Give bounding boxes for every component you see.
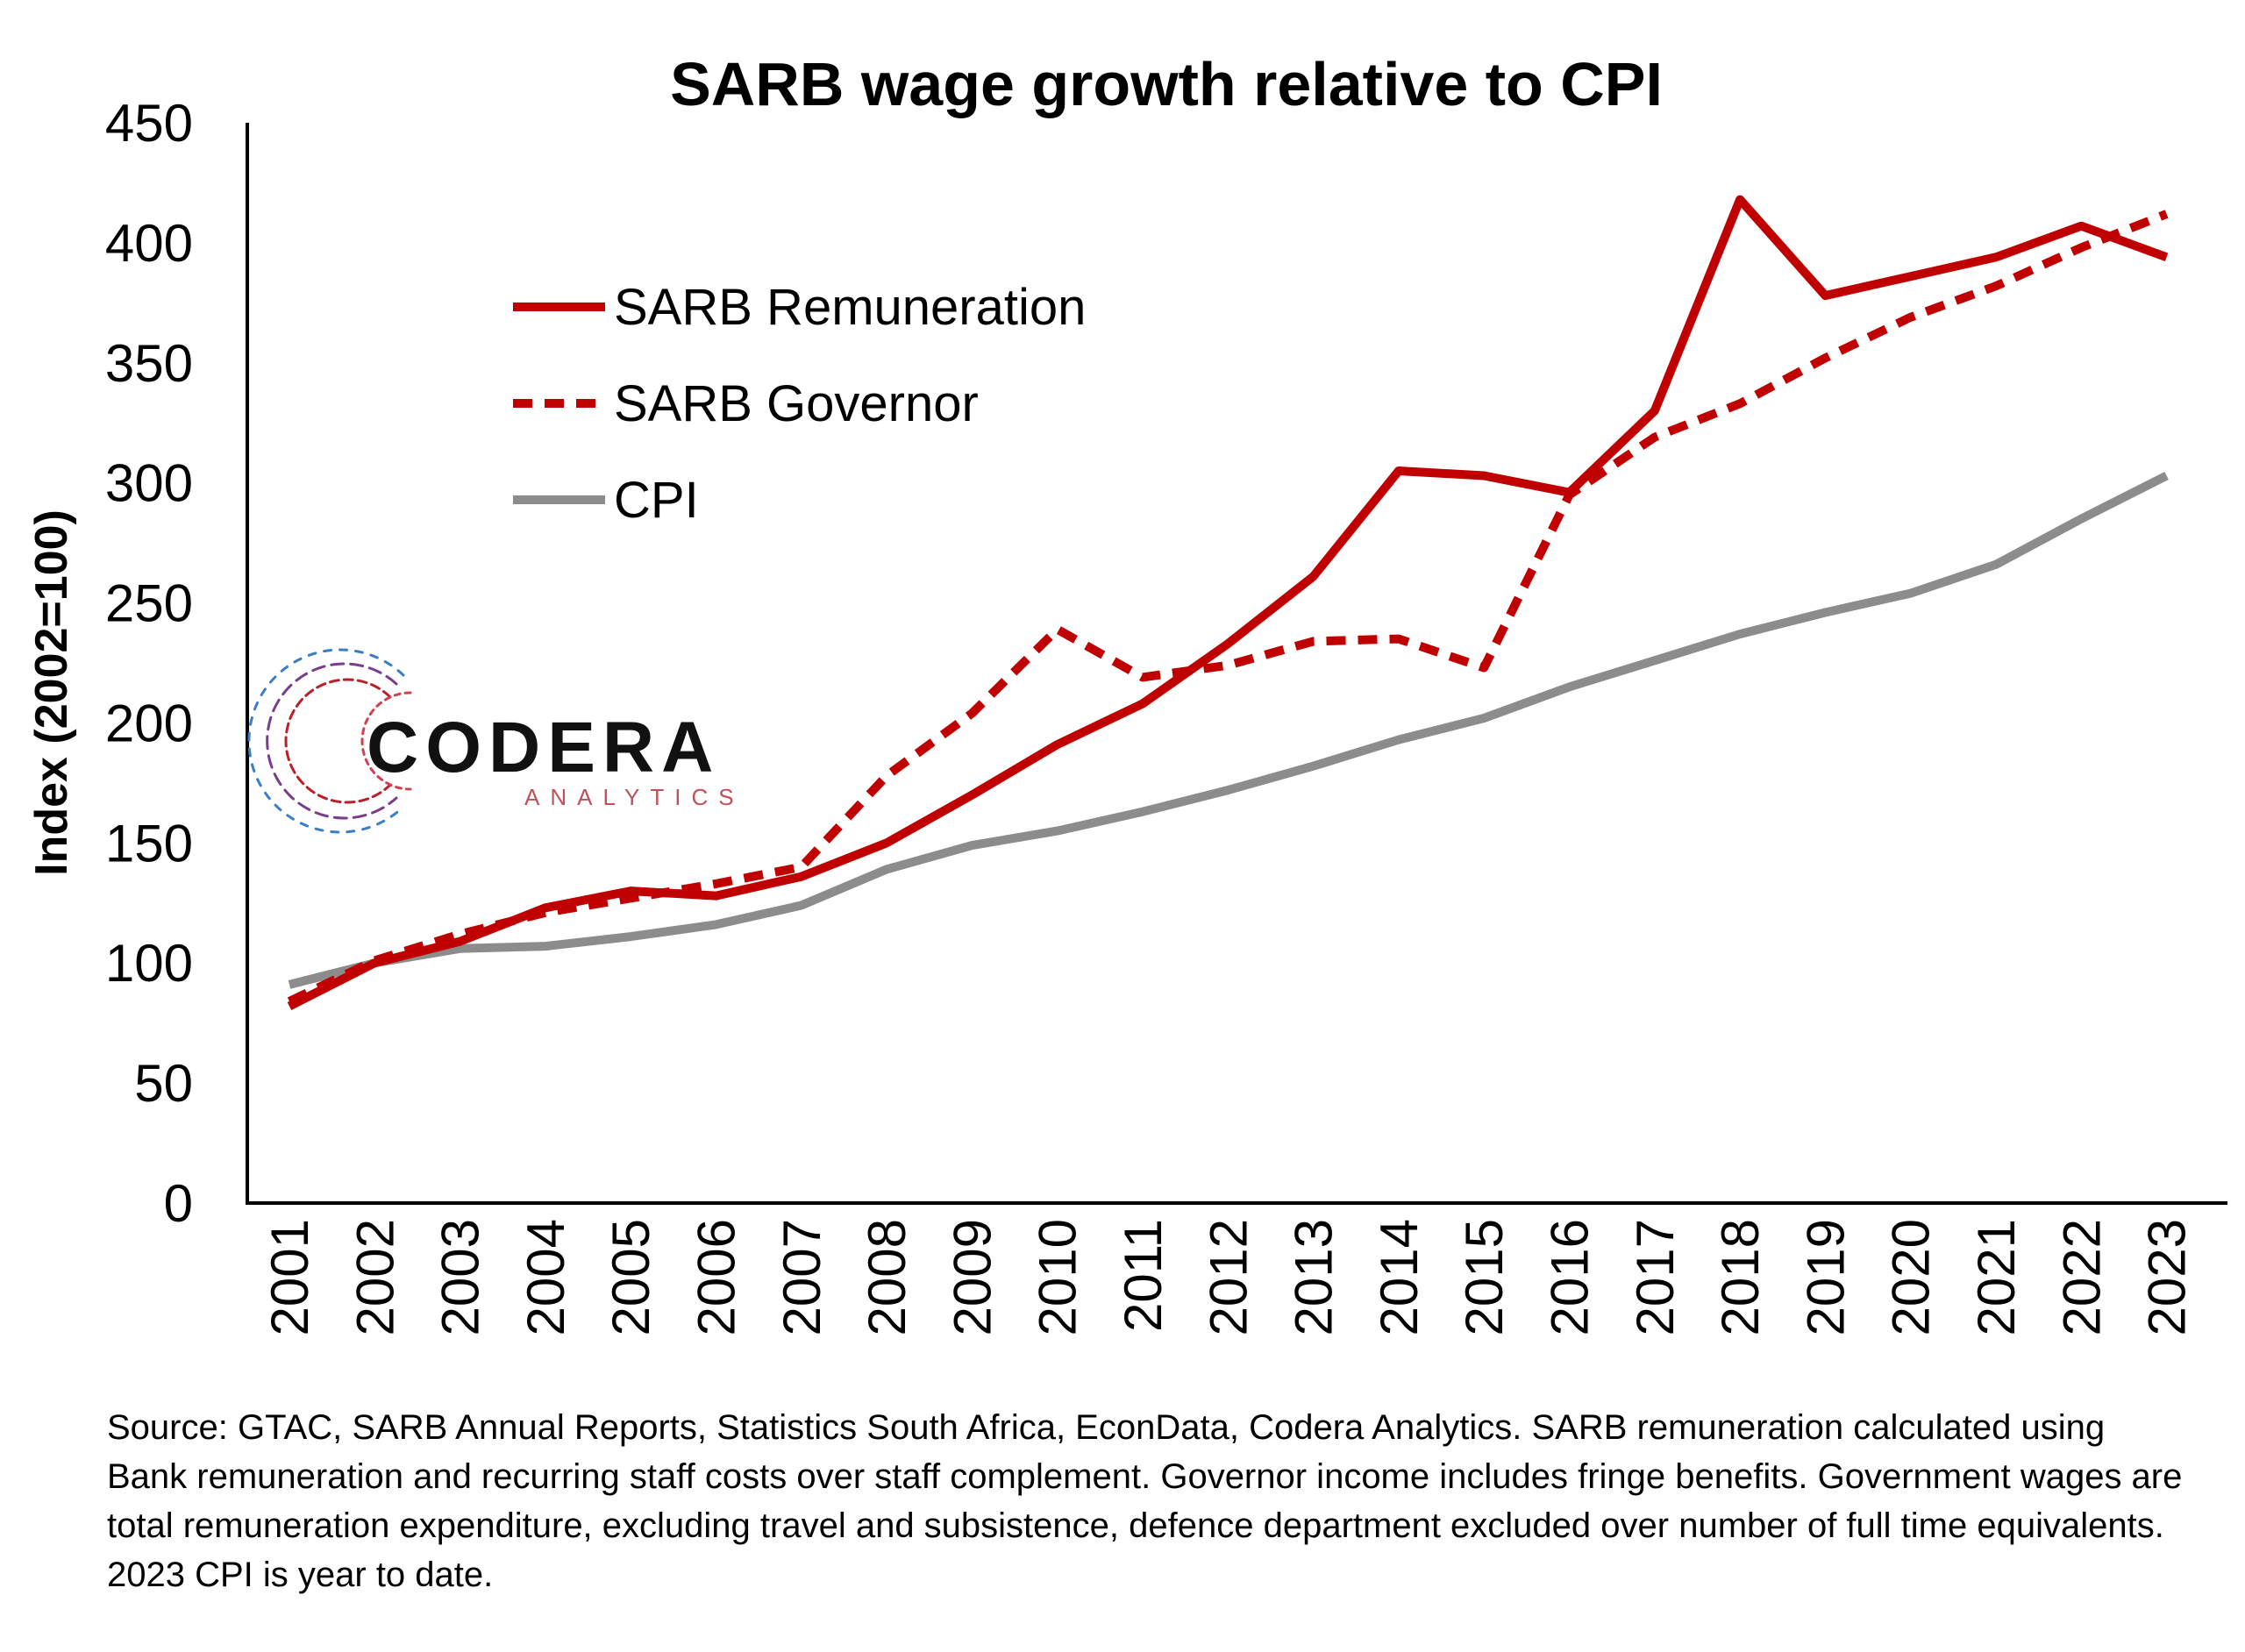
source-note: Source: GTAC, SARB Annual Reports, Stati… — [107, 1408, 2183, 1594]
y-tick-label: 0 — [164, 1174, 193, 1233]
y-tick-label: 150 — [105, 814, 193, 872]
x-tick-label: 2006 — [688, 1219, 746, 1335]
codera-logo: CODERA ANALYTICS — [247, 648, 745, 834]
x-tick-label: 2009 — [943, 1219, 1001, 1335]
y-tick-label: 350 — [105, 334, 193, 393]
x-tick-label: 2021 — [1967, 1219, 2026, 1335]
x-tick-label: 2001 — [260, 1219, 319, 1335]
x-tick-label: 2012 — [1199, 1219, 1258, 1335]
x-tick-label: 2020 — [1882, 1219, 1941, 1335]
logo-main-text: CODERA — [367, 708, 720, 787]
y-tick-label: 400 — [105, 214, 193, 273]
series-line-cpi — [288, 472, 2169, 989]
x-tick-label: 2007 — [773, 1219, 831, 1335]
legend-label-sarb-governor: SARB Governor — [614, 375, 979, 432]
x-tick-label: 2014 — [1370, 1219, 1429, 1335]
series-line-sarb-remuneration — [287, 195, 2169, 1010]
x-tick-label: 2011 — [1114, 1219, 1172, 1332]
x-tick-label: 2005 — [602, 1219, 660, 1335]
series-lines — [287, 195, 2169, 1010]
y-tick-labels: 0 50 100 150 200 250 300 350 400 450 — [105, 94, 193, 1233]
x-tick-label: 2016 — [1541, 1219, 1600, 1335]
series-line-sarb-governor — [287, 210, 2169, 1006]
x-tick-label: 2022 — [2052, 1219, 2111, 1335]
x-tick-label: 2023 — [2138, 1219, 2197, 1335]
x-tick-label: 2015 — [1455, 1219, 1514, 1335]
legend-label-cpi: CPI — [614, 472, 699, 529]
logo-sub-text: ANALYTICS — [524, 784, 745, 810]
x-tick-label: 2018 — [1711, 1219, 1770, 1335]
x-tick-label: 2003 — [431, 1219, 490, 1335]
y-tick-label: 300 — [105, 454, 193, 513]
x-tick-label: 2019 — [1796, 1219, 1855, 1335]
x-tick-label: 2008 — [858, 1219, 916, 1335]
chart-title: SARB wage growth relative to CPI — [670, 50, 1663, 118]
x-tick-label: 2017 — [1626, 1219, 1685, 1335]
y-tick-label: 250 — [105, 574, 193, 633]
codera-logo-mark-icon — [247, 648, 412, 834]
y-axis-label: Index (2002=100) — [26, 509, 77, 876]
legend: SARB Remuneration SARB Governor CPI — [513, 279, 1086, 529]
x-tick-label: 2002 — [346, 1219, 404, 1335]
chart: SARB wage growth relative to CPI Index (… — [26, 50, 2227, 1335]
x-tick-label: 2013 — [1285, 1219, 1343, 1335]
x-tick-label: 2004 — [517, 1219, 575, 1335]
legend-label-sarb-remuneration: SARB Remuneration — [614, 279, 1086, 336]
x-tick-label: 2010 — [1029, 1219, 1087, 1335]
y-tick-label: 100 — [105, 934, 193, 993]
y-tick-label: 200 — [105, 694, 193, 752]
y-tick-label: 450 — [105, 94, 193, 153]
y-tick-label: 50 — [134, 1054, 193, 1113]
x-tick-labels: 2001 2002 2003 2004 2005 2006 2007 2008 2009 2010… — [260, 1219, 2197, 1335]
